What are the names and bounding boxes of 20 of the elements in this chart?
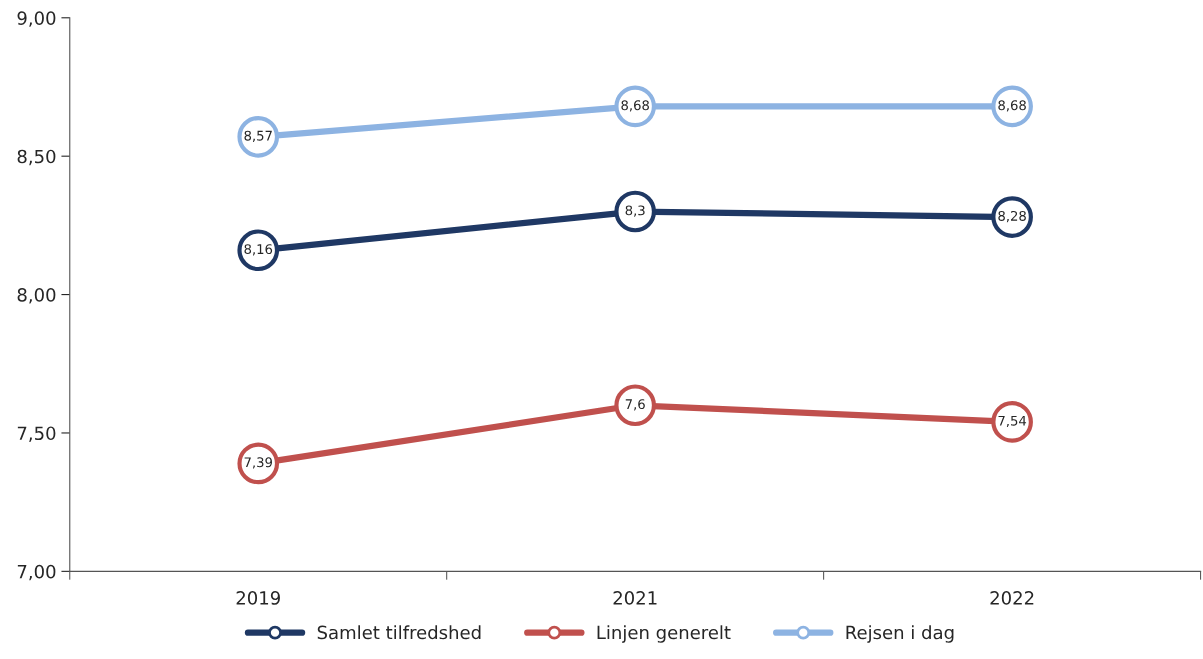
- data-label: 8,68: [621, 100, 649, 112]
- data-label: 8,68: [998, 100, 1026, 112]
- legend-label: Samlet tilfredshed: [317, 625, 481, 640]
- data-label: 8,16: [244, 244, 273, 256]
- data-label: 8,57: [244, 130, 272, 142]
- y-tick-label: 7,50: [17, 426, 56, 442]
- x-tick-label: 2022: [990, 591, 1034, 605]
- data-label: 7,54: [998, 415, 1027, 428]
- data-label: 8,3: [625, 205, 645, 217]
- legend-label: Linjen generelt: [597, 625, 731, 643]
- y-tick-label: 9,00: [17, 11, 56, 27]
- x-tick-label: 2019: [236, 591, 280, 605]
- y-tick-label: 8,50: [17, 149, 56, 166]
- data-label: 8,28: [998, 210, 1026, 223]
- x-tick-label: 2021: [613, 591, 657, 605]
- data-label: 7,39: [244, 457, 273, 469]
- data-label: 7,6: [625, 399, 645, 411]
- y-tick-label: 7,00: [17, 564, 56, 581]
- legend-label: Rejsen i dag: [846, 625, 954, 643]
- y-tick-label: 8,00: [17, 288, 56, 304]
